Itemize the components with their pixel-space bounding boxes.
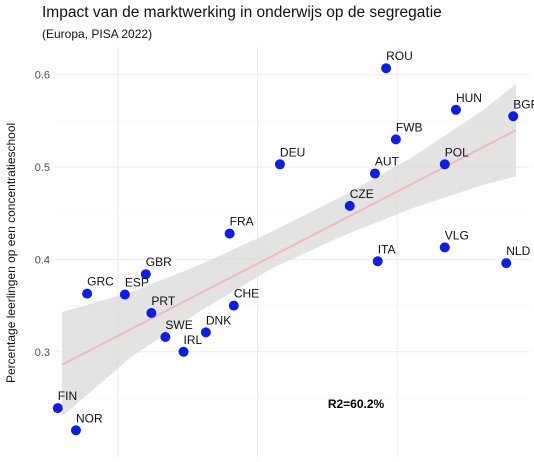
point-label-dnk: DNK [206,313,231,327]
point-label-grc: GRC [87,275,114,289]
point-fwb [390,134,401,145]
point-nld [501,258,512,269]
point-label-che: CHE [234,287,259,301]
point-irl [178,346,189,357]
r2-annotation: R2=60.2% [328,397,385,411]
point-dnk [200,327,211,338]
point-label-fra: FRA [230,215,254,229]
point-swe [160,332,171,343]
point-bgr [508,111,519,122]
point-labels: ROU HUN BGR FWB DEU POL AUT CZE FRA VLG ITA NLD GBR G… [58,49,534,425]
point-pol [439,159,450,170]
point-label-swe: SWE [165,318,192,332]
point-label-vlg: VLG [445,228,469,242]
y-tick-labels: 0.3 0.4 0.5 0.6 [35,70,50,359]
point-gbr [140,269,151,280]
point-label-deu: DEU [280,145,305,159]
point-label-nld: NLD [506,244,530,258]
point-vlg [439,242,450,253]
point-label-irl: IRL [184,333,203,347]
point-label-hun: HUN [456,91,482,105]
point-label-cze: CZE [350,187,374,201]
point-rou [381,63,392,74]
confidence-band [61,83,517,417]
data-points [52,63,519,436]
y-tick-label: 0.6 [35,70,50,82]
point-grc [82,288,93,299]
trend-line [61,129,517,366]
point-hun [450,104,461,115]
point-label-fwb: FWB [396,120,423,134]
point-esp [119,289,130,300]
point-nor [70,425,81,436]
point-label-ita: ITA [378,242,396,256]
point-label-bgr: BGR [513,97,534,111]
chart-subtitle: (Europa, PISA 2022) [42,27,153,41]
y-tick-label: 0.4 [35,254,50,266]
point-che [228,300,239,311]
y-tick-label: 0.3 [35,347,50,359]
point-label-gbr: GBR [146,255,172,269]
point-aut [369,168,380,179]
point-label-prt: PRT [151,294,175,308]
trend-line-layer [61,129,517,366]
y-tick-label: 0.5 [35,162,50,174]
point-fra [224,228,235,239]
point-label-rou: ROU [386,49,413,63]
point-cze [344,200,355,211]
point-prt [146,307,157,318]
point-label-fin: FIN [58,389,77,403]
confidence-band-layer [61,83,517,417]
point-label-nor: NOR [76,411,103,425]
point-ita [372,256,383,267]
chart-title: Impact van de marktwerking in onderwijs … [42,4,442,21]
point-fin [52,403,63,414]
point-label-aut: AUT [375,155,400,169]
point-label-esp: ESP [125,276,149,290]
point-deu [274,159,285,170]
point-label-pol: POL [445,145,469,159]
